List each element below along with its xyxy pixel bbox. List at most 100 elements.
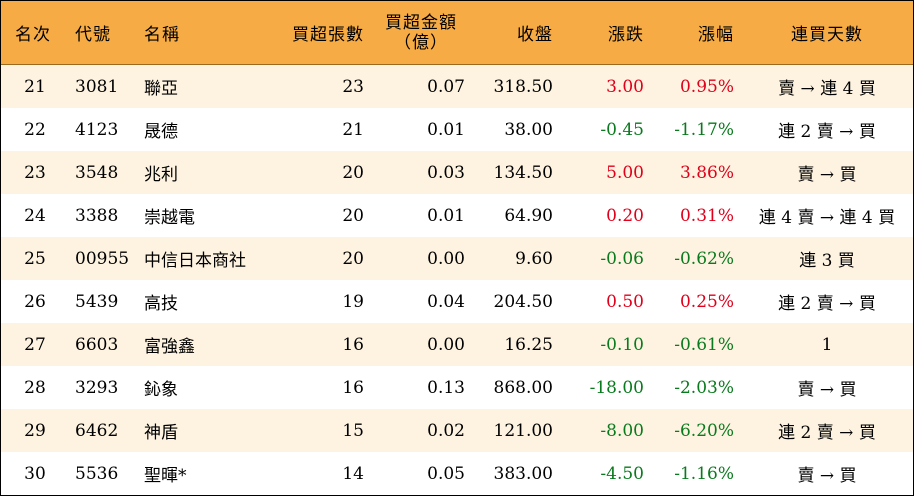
close-price-cell: 868.00 [493,377,553,398]
table-row[interactable]: 28 3293 鈊象 16 0.13 868.00 -18.00 -2.03% 賣 → 買 [1,366,913,409]
pct-change-cell: -1.17% [674,119,734,140]
code-cell[interactable]: 6462 [75,420,119,441]
change-cell: -0.06 [600,248,644,269]
table-row[interactable]: 22 4123 晟德 21 0.01 38.00 -0.45 -1.17% 連 2 賣 → 買 [1,108,913,151]
header-name[interactable]: 名稱 [144,25,180,45]
pct-change-cell: -1.16% [674,463,734,484]
header-change[interactable]: 漲跌 [608,25,644,45]
consecutive-days-cell: 連 2 賣 → 買 [778,294,876,314]
net-buy-amount-cell: 0.01 [427,205,465,226]
net-buy-lots-cell: 19 [342,291,364,312]
code-cell[interactable]: 5439 [75,291,119,312]
close-price-cell: 134.50 [493,162,553,183]
header-net-buy-lots[interactable]: 買超張數 [292,25,364,45]
consecutive-days-cell: 連 2 賣 → 買 [778,423,876,443]
change-cell: -18.00 [589,377,644,398]
code-cell[interactable]: 5536 [75,463,119,484]
net-buy-lots-cell: 16 [342,377,364,398]
rank-cell: 23 [24,162,46,183]
consecutive-days-cell: 1 [821,334,833,355]
rank-cell: 21 [24,76,46,97]
pct-change-cell: -2.03% [674,377,734,398]
code-cell[interactable]: 4123 [75,119,119,140]
code-cell[interactable]: 3293 [75,377,119,398]
close-price-cell: 318.50 [493,76,553,97]
net-buy-amount-cell: 0.03 [427,162,465,183]
consecutive-days-cell: 賣 → 買 [797,380,857,400]
rank-cell: 29 [24,420,46,441]
table-body: 21 3081 聯亞 23 0.07 318.50 3.00 0.95% 賣 → 連 4 買 22… [1,65,913,495]
net-buy-lots-cell: 20 [342,162,364,183]
net-buy-lots-cell: 14 [342,463,364,484]
rank-cell: 22 [24,119,46,140]
rank-cell: 27 [24,334,46,355]
change-cell: 3.00 [606,76,644,97]
change-cell: 0.20 [606,205,644,226]
code-cell[interactable]: 3388 [75,205,119,226]
rank-cell: 24 [24,205,46,226]
name-cell[interactable]: 崇越電 [144,208,195,228]
net-buy-lots-cell: 21 [342,119,364,140]
name-cell[interactable]: 神盾 [144,423,178,443]
rank-cell: 28 [24,377,46,398]
net-buy-lots-cell: 16 [342,334,364,355]
table-row[interactable]: 24 3388 崇越電 20 0.01 64.90 0.20 0.31% 連 4 賣 → 連 4… [1,194,913,237]
pct-change-cell: -6.20% [674,420,734,441]
code-cell[interactable]: 00955 [75,248,130,269]
code-cell[interactable]: 3548 [75,162,119,183]
header-net-buy-amount-unit: （億） [394,32,448,53]
header-code[interactable]: 代號 [75,25,111,45]
net-buy-amount-cell: 0.02 [427,420,465,441]
name-cell[interactable]: 兆利 [144,165,178,185]
code-cell[interactable]: 6603 [75,334,119,355]
header-pct-change[interactable]: 漲幅 [698,25,734,45]
consecutive-days-cell: 連 3 買 [799,251,855,271]
pct-change-cell: 0.25% [679,291,734,312]
close-price-cell: 64.90 [504,205,553,226]
pct-change-cell: 0.31% [679,205,734,226]
rank-cell: 30 [24,463,46,484]
name-cell[interactable]: 晟德 [144,122,178,142]
name-cell[interactable]: 聯亞 [144,79,178,99]
change-cell: -0.10 [600,334,644,355]
net-buy-lots-cell: 20 [342,205,364,226]
header-consecutive-days[interactable]: 連買天數 [791,25,863,45]
name-cell[interactable]: 聖暉* [144,466,187,486]
net-buy-lots-cell: 20 [342,248,364,269]
name-cell[interactable]: 中信日本商社 [144,251,246,271]
table-row[interactable]: 25 00955 中信日本商社 20 0.00 9.60 -0.06 -0.62% 連 3 買 [1,237,913,280]
header-rank[interactable]: 名次 [15,25,51,45]
consecutive-days-cell: 賣 → 買 [797,466,857,486]
pct-change-cell: 3.86% [679,162,734,183]
table-row[interactable]: 30 5536 聖暉* 14 0.05 383.00 -4.50 -1.16% 賣 → 買 [1,452,913,495]
header-net-buy-amount[interactable]: 買超金額 （億） [376,1,466,64]
table-row[interactable]: 29 6462 神盾 15 0.02 121.00 -8.00 -6.20% 連 2 賣 → 買 [1,409,913,452]
close-price-cell: 9.60 [515,248,553,269]
table-row[interactable]: 23 3548 兆利 20 0.03 134.50 5.00 3.86% 賣 → 買 [1,151,913,194]
change-cell: -8.00 [600,420,644,441]
consecutive-days-cell: 連 2 賣 → 買 [778,122,876,142]
header-net-buy-amount-line1: 買超金額 [385,12,457,33]
code-cell[interactable]: 3081 [75,76,119,97]
table-header: 名次 代號 名稱 買超張數 買超金額 （億） 收盤 漲跌 漲幅 連買天數 [1,1,913,65]
table-row[interactable]: 27 6603 富強鑫 16 0.00 16.25 -0.10 -0.61% 1 [1,323,913,366]
net-buy-amount-cell: 0.01 [427,119,465,140]
rank-cell: 25 [24,248,46,269]
header-close[interactable]: 收盤 [517,25,553,45]
close-price-cell: 383.00 [493,463,553,484]
pct-change-cell: -0.61% [674,334,734,355]
consecutive-days-cell: 賣 → 連 4 買 [778,79,876,99]
table-row[interactable]: 21 3081 聯亞 23 0.07 318.50 3.00 0.95% 賣 → 連 4 買 [1,65,913,108]
consecutive-days-cell: 連 4 賣 → 連 4 買 [758,208,896,228]
net-buy-amount-cell: 0.07 [427,76,465,97]
net-buy-amount-cell: 0.13 [427,377,465,398]
pct-change-cell: 0.95% [679,76,734,97]
net-buy-amount-cell: 0.05 [427,463,465,484]
name-cell[interactable]: 富強鑫 [144,337,195,357]
close-price-cell: 38.00 [504,119,553,140]
name-cell[interactable]: 高技 [144,294,178,314]
net-buy-lots-cell: 15 [342,420,364,441]
name-cell[interactable]: 鈊象 [144,380,178,400]
table-row[interactable]: 26 5439 高技 19 0.04 204.50 0.50 0.25% 連 2 賣 → 買 [1,280,913,323]
